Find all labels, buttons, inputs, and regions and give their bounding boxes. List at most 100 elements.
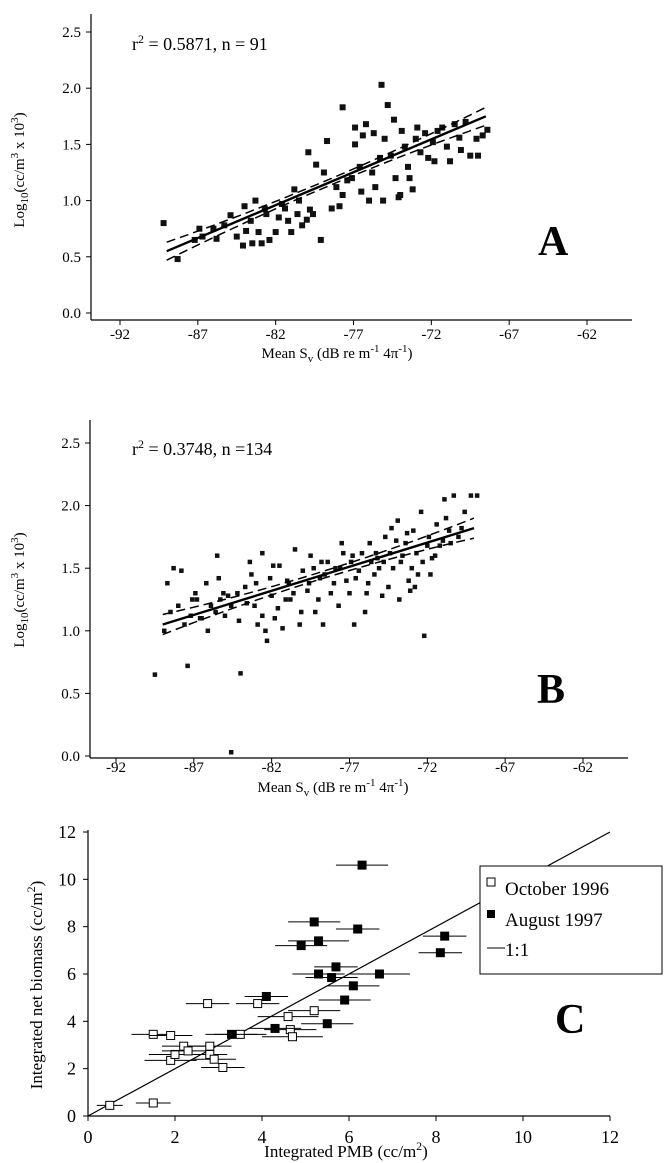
data-point (185, 663, 190, 669)
data-point (379, 593, 385, 598)
x-tick-label: -67 (499, 327, 519, 343)
panel-b-marks: 0.0 0.5 1.0 1.5 2.0 2.5 -92 -87 -82 -77 -72 -67 -62 (61, 420, 628, 776)
panel-a-letter: A (538, 219, 569, 265)
panel-a-marks: 0.0 0.5 1.0 1.5 2.0 2.5 -92 -87 -82 -77 -72 -67 -62 (62, 14, 632, 343)
data-point (260, 613, 265, 619)
data-point (428, 572, 433, 577)
data-point (432, 553, 438, 558)
data-point-october-1996 (105, 1100, 115, 1110)
data-point (386, 584, 391, 590)
data-point-august-1997 (331, 962, 341, 972)
data-point (235, 590, 240, 596)
y-tick-label: 2.0 (61, 499, 80, 515)
data-point (479, 132, 486, 139)
data-point (228, 603, 234, 609)
data-point (393, 538, 399, 543)
confidence-band-lower (166, 124, 487, 261)
data-point (457, 147, 464, 154)
data-point (409, 186, 416, 193)
data-point (277, 563, 282, 568)
data-point (320, 169, 327, 176)
panel-b-x-axis-title: Mean Sv (dB re m-1 4π-1) (258, 777, 409, 799)
data-point (434, 127, 441, 134)
data-point-august-1997 (270, 1023, 280, 1033)
data-point (468, 493, 474, 498)
legend-box (479, 865, 663, 975)
x-tick-label: -77 (340, 760, 360, 776)
y-tick-label: 0.5 (62, 250, 81, 266)
data-point (190, 597, 195, 602)
data-point (420, 559, 425, 565)
data-point (372, 184, 379, 191)
regression-line (166, 115, 487, 253)
data-point (475, 152, 482, 159)
x-tick-label: 10 (514, 1127, 532, 1147)
data-point (308, 553, 313, 558)
data-point (162, 628, 167, 634)
data-point (296, 197, 303, 204)
data-point (313, 161, 320, 168)
data-point (297, 622, 302, 627)
data-point (239, 242, 246, 249)
data-point (306, 206, 313, 213)
data-point (286, 580, 292, 586)
data-point-october-1996 (183, 1046, 193, 1056)
panel-a-y-axis-title: Log10(cc/m3 x 103) (9, 112, 31, 227)
data-point (406, 578, 411, 583)
x-tick-label: -87 (184, 760, 204, 776)
data-point (216, 575, 221, 581)
data-point (305, 149, 312, 156)
data-point (336, 603, 341, 609)
y-tick-label: 0.5 (61, 686, 80, 702)
data-point-august-1997 (309, 917, 319, 927)
data-point (406, 175, 413, 182)
data-point (288, 597, 293, 602)
data-point (378, 81, 385, 88)
panel-b-letter: B (537, 667, 565, 713)
data-point (414, 550, 419, 556)
data-point (252, 603, 257, 609)
data-point (474, 493, 480, 498)
data-point (366, 197, 373, 204)
data-point (214, 553, 220, 558)
data-point-august-1997 (227, 1029, 237, 1039)
data-point (275, 606, 281, 611)
x-tick-label: -87 (188, 327, 208, 343)
data-point (160, 220, 167, 227)
data-point (319, 559, 324, 565)
data-point (328, 205, 335, 212)
x-tick-label: 6 (345, 1127, 354, 1147)
data-point (272, 229, 279, 236)
legend-open-square-icon (486, 877, 496, 887)
panel-a-scatter-plot: 0.00.51.01.52.02.5-92 -87 -82 -77 -72 -67 -62 … (9, 14, 632, 365)
data-point (152, 672, 158, 677)
data-point (431, 158, 438, 165)
data-point (253, 580, 259, 586)
data-point (356, 568, 362, 573)
data-point (333, 565, 338, 571)
data-point (291, 590, 296, 596)
data-point (344, 578, 349, 583)
y-tick-label: 1.0 (62, 194, 81, 210)
data-point (275, 214, 282, 221)
data-point (365, 580, 371, 586)
data-point (328, 590, 334, 596)
data-point (443, 143, 450, 150)
data-point (415, 572, 421, 577)
data-point (352, 141, 359, 148)
data-point (193, 590, 198, 596)
confidence-band-upper (162, 517, 475, 616)
data-point (285, 217, 292, 224)
data-point (247, 559, 253, 565)
panel-c-x-axis-title: Integrated PMB (cc/m2) (264, 1139, 428, 1161)
data-point (182, 622, 187, 627)
data-point-august-1997 (374, 969, 384, 979)
data-point (317, 575, 323, 581)
data-point (397, 597, 402, 602)
data-point (442, 497, 447, 502)
y-tick-label: 1.0 (61, 624, 80, 640)
x-tick-label: -92 (106, 760, 126, 776)
data-point (437, 543, 443, 548)
data-point (451, 121, 458, 128)
data-point-august-1997 (296, 941, 306, 951)
